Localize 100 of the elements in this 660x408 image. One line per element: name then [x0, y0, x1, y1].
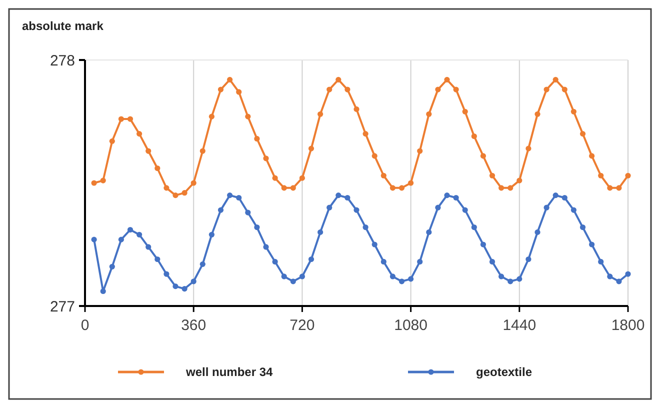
point	[562, 86, 568, 92]
point	[227, 192, 233, 198]
point	[344, 194, 350, 201]
point	[471, 224, 477, 230]
point	[489, 172, 496, 178]
point	[471, 133, 477, 140]
point	[100, 288, 106, 294]
point	[435, 204, 441, 210]
y-tick-label: 278	[50, 52, 75, 70]
point	[146, 148, 152, 154]
point	[453, 194, 459, 201]
point	[109, 264, 115, 270]
point	[508, 278, 514, 284]
point	[598, 172, 604, 178]
point	[100, 178, 106, 184]
point	[236, 194, 242, 201]
point	[544, 204, 550, 210]
y-axis-title: absolute mark	[22, 19, 104, 33]
point	[182, 190, 188, 196]
point	[444, 76, 450, 82]
point	[372, 242, 378, 248]
point	[136, 131, 142, 137]
point	[218, 207, 224, 213]
point	[526, 256, 532, 262]
point	[408, 276, 414, 282]
point	[91, 236, 97, 242]
point	[398, 185, 405, 191]
point	[263, 244, 269, 250]
point	[398, 278, 405, 284]
point	[172, 284, 178, 290]
point	[562, 194, 568, 201]
point	[516, 178, 522, 184]
point	[154, 165, 160, 172]
point	[534, 229, 540, 235]
point	[127, 116, 134, 122]
point	[462, 207, 468, 213]
point	[290, 185, 296, 191]
point	[118, 236, 124, 242]
point	[498, 274, 504, 280]
point	[516, 276, 522, 282]
point	[318, 111, 324, 117]
point	[336, 76, 342, 82]
point	[281, 274, 287, 280]
point	[462, 108, 468, 114]
point	[589, 153, 595, 159]
point	[417, 148, 423, 154]
point	[318, 229, 324, 235]
point	[580, 224, 586, 230]
point	[417, 258, 423, 265]
legend-label: geotextile	[476, 365, 532, 380]
point	[245, 210, 251, 216]
point	[245, 114, 251, 120]
point	[190, 278, 196, 284]
point	[444, 192, 450, 198]
point	[607, 185, 613, 191]
y-tick-label: 277	[50, 298, 75, 316]
point	[136, 232, 142, 238]
point	[200, 261, 206, 267]
point	[480, 153, 486, 159]
point	[218, 86, 224, 92]
point	[254, 224, 260, 230]
point	[290, 278, 296, 284]
point	[354, 207, 360, 213]
point	[344, 86, 350, 92]
legend-label: well number 34	[185, 365, 274, 380]
point	[182, 286, 188, 292]
point	[508, 185, 514, 191]
point	[91, 180, 97, 186]
point	[598, 258, 604, 265]
point	[164, 271, 170, 277]
point	[308, 256, 314, 262]
point	[616, 278, 622, 284]
point	[326, 86, 332, 92]
point	[390, 185, 396, 191]
point	[127, 226, 134, 233]
point	[380, 172, 386, 178]
point	[272, 258, 278, 265]
point	[570, 207, 576, 213]
point	[354, 106, 360, 112]
point	[299, 274, 305, 280]
point	[146, 244, 152, 250]
point	[227, 76, 233, 82]
point	[272, 175, 278, 181]
point	[480, 242, 486, 248]
point	[336, 192, 342, 198]
point	[118, 116, 124, 122]
x-tick-label: 1440	[502, 317, 536, 334]
point	[526, 146, 532, 152]
point	[109, 138, 115, 144]
point	[580, 131, 586, 137]
point	[208, 232, 214, 238]
point	[281, 185, 287, 191]
point	[426, 111, 432, 117]
point	[625, 271, 631, 277]
point	[390, 274, 396, 280]
point	[498, 185, 504, 191]
point	[254, 136, 260, 142]
point	[208, 114, 214, 120]
x-tick-label: 720	[290, 317, 315, 334]
point	[589, 242, 595, 248]
